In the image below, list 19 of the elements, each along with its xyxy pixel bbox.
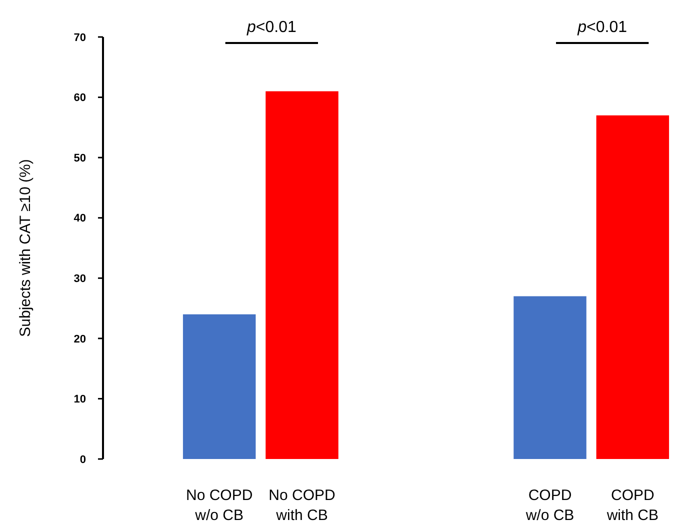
- x-tick-label: No COPD with CB: [268, 487, 336, 524]
- bar: [182, 314, 256, 459]
- y-tick-label: 10: [74, 394, 86, 406]
- y-axis-title: Subjects with CAT ≥10 (%): [17, 159, 34, 337]
- bar: [266, 91, 338, 459]
- bar: [514, 296, 586, 459]
- y-tick-label: 70: [74, 32, 86, 44]
- y-tick-label: 60: [74, 92, 86, 104]
- text: p<0.01: [246, 19, 296, 36]
- x-tick-label: COPD with CB: [606, 487, 659, 524]
- bar: [596, 115, 670, 459]
- y-tick-label: 0: [80, 454, 86, 466]
- x-tick-label: No COPD w/o CB: [186, 487, 253, 524]
- y-tick-label: 40: [74, 212, 86, 225]
- text: p<0.01: [576, 19, 628, 36]
- y-tick-label: 30: [74, 272, 86, 285]
- y-tick-label: 50: [74, 152, 86, 164]
- x-tick-label: COPD w/o CB: [524, 487, 574, 524]
- y-tick-label: 20: [74, 333, 86, 346]
